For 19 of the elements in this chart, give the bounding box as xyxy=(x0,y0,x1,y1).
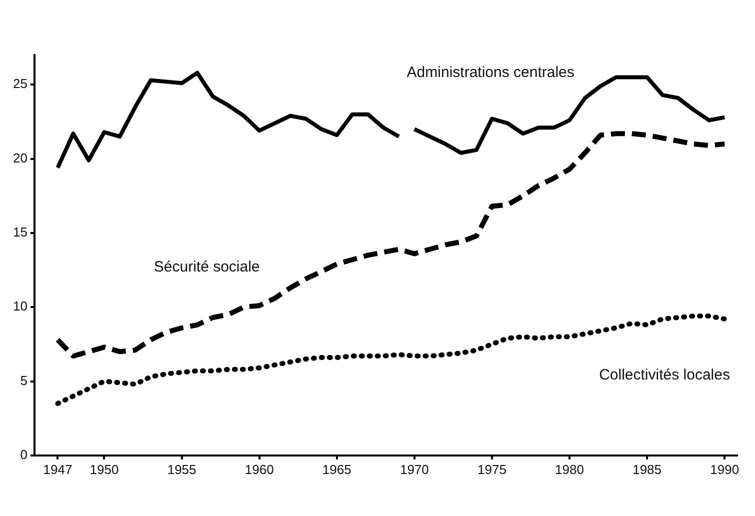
x-tick-label: 1955 xyxy=(167,462,196,477)
y-tick-label: 25 xyxy=(12,76,28,92)
x-tick-label: 1960 xyxy=(244,462,274,477)
x-tick-label: 1990 xyxy=(710,462,740,477)
x-tick-label: 1947 xyxy=(43,462,72,477)
x-tick-label: 1970 xyxy=(400,462,429,477)
series-label: Sécurité sociale xyxy=(154,258,260,276)
x-tick-label: 1985 xyxy=(632,462,662,477)
y-tick-label: 10 xyxy=(12,298,28,314)
x-tick-label: 1965 xyxy=(322,462,352,477)
text: Collectivités locales xyxy=(599,366,730,384)
x-tick-label: 1950 xyxy=(90,462,119,477)
series-label: Administrations centrales xyxy=(406,64,574,82)
x-tick-label: 1980 xyxy=(555,462,584,477)
y-tick-label: 15 xyxy=(12,224,28,240)
x-tick-label: 1975 xyxy=(478,462,506,477)
y-tick-label: 5 xyxy=(20,372,28,388)
y-tick-label: 0 xyxy=(20,446,28,462)
y-tick-label: 20 xyxy=(12,150,28,166)
